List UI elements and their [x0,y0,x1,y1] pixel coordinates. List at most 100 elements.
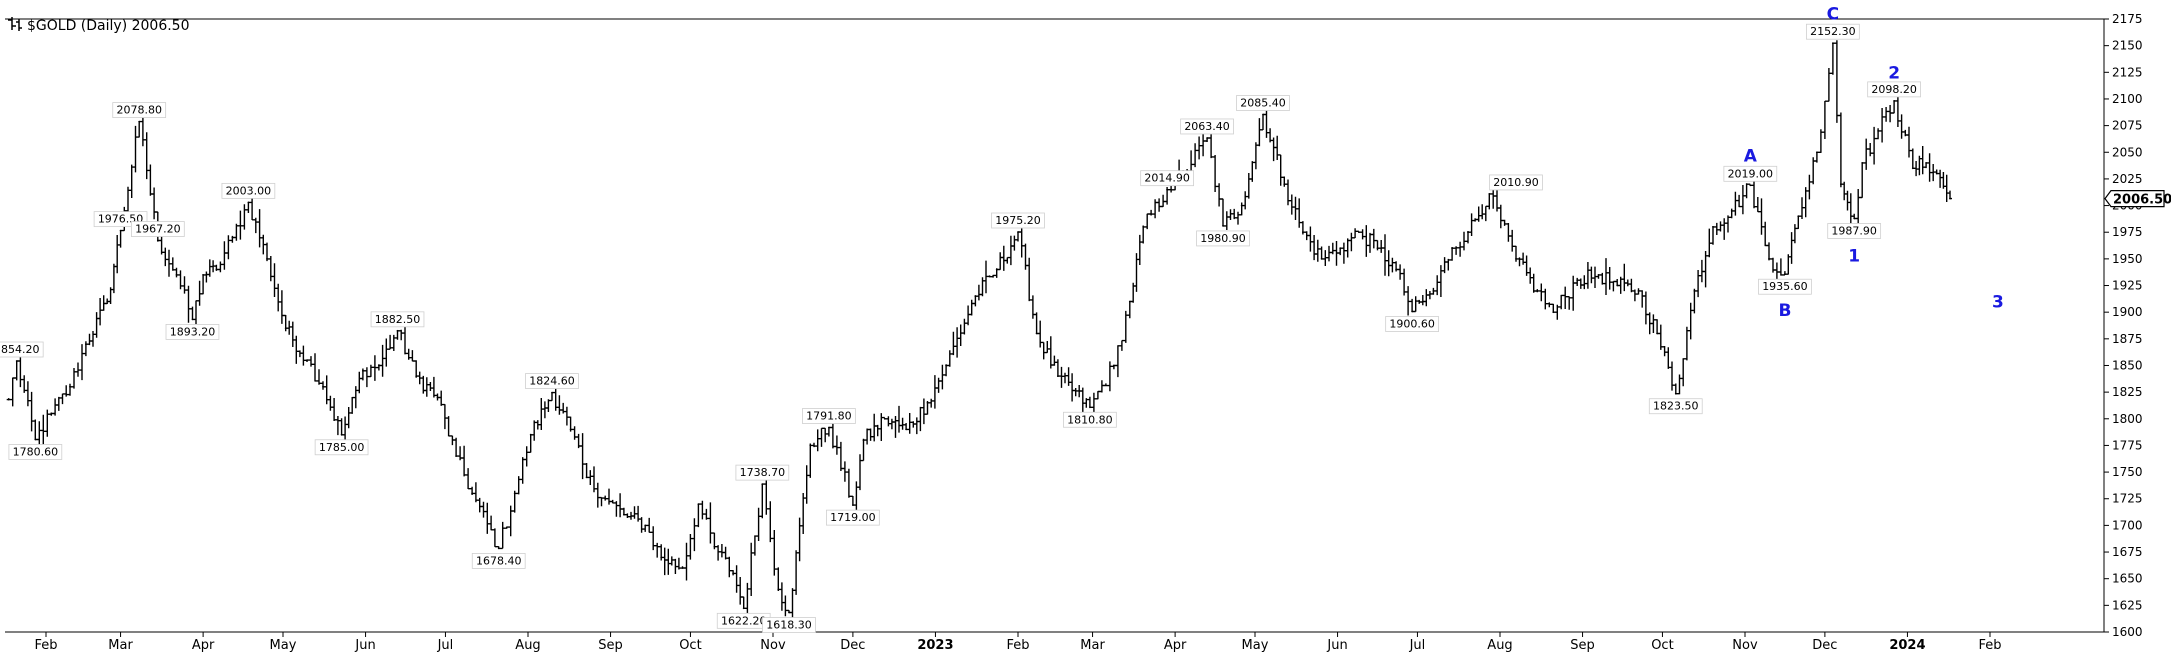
data-point [945,364,947,367]
wave-label: B [1778,301,1791,321]
price-annotation-box [112,102,167,118]
price-annotation-label: 2019.00 [1728,167,1774,180]
x-tick-label: May [270,638,297,652]
data-point [1142,226,1145,228]
data-point [1206,137,1208,139]
wave-labels-layer: A B C 1 2 3 [1744,5,2004,321]
price-annotation-box [1063,411,1117,428]
y-tick-label: 2025 [2112,172,2143,186]
data-point [623,513,625,516]
data-point [1451,247,1453,250]
x-tick-label: Jul [437,638,454,652]
x-tick-label: Feb [1006,638,1029,652]
y-tick-label: 1650 [2112,572,2143,586]
data-point [644,524,647,527]
data-point [202,274,205,276]
data-point [529,433,532,436]
price-annotation-box [1827,223,1882,239]
price-annotation-label: 2098.20 [1871,83,1917,96]
x-tick-label: 2023 [917,638,953,652]
x-tick-label: Dec [1812,638,1837,652]
wave-label: 1 [1848,247,1860,267]
data-point [697,503,700,505]
price-annotation: 2019.00 [1723,165,1778,182]
data-point [471,492,473,495]
y-tick-label: 1950 [2112,252,2143,266]
price-annotation-label: 2003.00 [226,184,272,197]
y-tick-label: 1875 [2112,332,2143,346]
data-point [585,476,588,479]
price-annotation-box [762,617,816,633]
price-annotation: 1980.90 [1196,230,1250,247]
price-annotation-box [1180,118,1234,135]
wave-label: A [1744,146,1758,166]
price-annotation: 1854.20 [0,341,44,358]
data-point [777,588,780,591]
data-point [1816,151,1818,154]
x-tick-label: Nov [760,638,786,652]
data-point [1515,258,1517,260]
data-point [340,433,343,436]
data-point [1536,290,1539,292]
data-point [106,300,109,303]
data-point [1376,247,1379,250]
price-annotation: 2003.00 [221,182,276,199]
data-point [7,398,10,401]
price-annotation-label: 1738.70 [740,466,786,479]
price-annotation-label: 2014.90 [1144,172,1190,185]
price-annotation-box [1648,398,1703,415]
chart-title-group: $GOLD (Daily) 2006.50 [8,17,190,34]
y-tick-label: 1675 [2112,545,2143,559]
data-point [681,567,684,569]
price-annotation-box [991,212,1045,229]
data-point [1035,332,1038,335]
price-annotation-label: 1678.40 [476,554,522,567]
price-annotation-label: 1622.20 [721,614,767,627]
data-point [1395,268,1397,271]
data-point [1784,273,1786,276]
data-point [322,385,324,388]
y-tick-label: 2075 [2112,119,2143,133]
price-annotation-box [370,311,425,328]
data-point [1656,332,1658,335]
data-point [828,426,830,429]
data-point [604,497,607,500]
price-annotation: 1791.80 [802,408,856,424]
data-point [1488,193,1491,195]
y-tick-label: 2175 [2112,12,2143,26]
y-tick-label: 2125 [2112,65,2143,79]
y-tick-label: 1775 [2112,438,2143,452]
price-annotation-label: 2063.40 [1184,120,1230,133]
y-tick-label: 1925 [2112,279,2143,293]
data-point [995,268,998,271]
data-point [513,492,516,495]
price-annotation-label: 1975.20 [995,214,1041,227]
data-point [926,401,929,404]
data-point [284,327,287,330]
x-tick-label: Feb [34,638,57,652]
data-point [50,412,53,415]
data-point [1911,167,1914,170]
data-point [1339,247,1342,250]
x-tick-label: Aug [515,638,540,652]
data-point [761,483,764,485]
data-point [1616,284,1619,287]
price-annotation-box [1723,165,1778,182]
data-point [1320,258,1323,260]
y-tick-label: 1850 [2112,358,2143,372]
data-point [1113,364,1115,367]
data-point [788,611,790,614]
data-point [1222,225,1224,227]
price-annotation-label: 1823.50 [1653,400,1699,413]
data-point [378,364,380,367]
price-annotation-label: 1893.20 [170,325,216,338]
price-annotation-label: 1618.30 [766,618,812,631]
data-point [974,295,977,298]
data-point [1949,197,1951,200]
price-annotation: 2152.30 [1806,23,1860,40]
data-point [742,607,745,610]
price-annotations-layer: 1854.201780.601976.502078.801967.201893.… [0,23,1921,633]
data-point [862,439,865,441]
data-point [1432,290,1435,292]
